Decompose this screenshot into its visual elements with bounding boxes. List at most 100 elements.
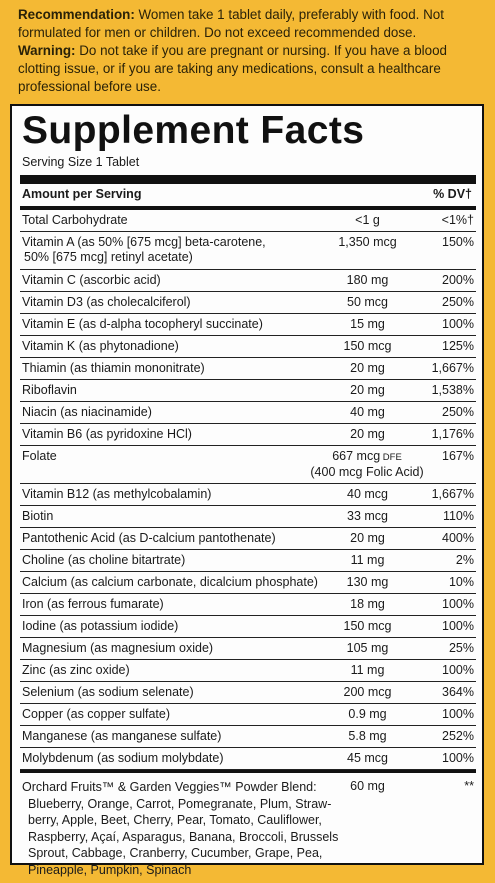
nutrient-dv: 150% [442,235,474,249]
nutrient-table: Total Carbohydrate <1 g <1%† Vitamin A (as … [12,210,482,883]
nutrient-row: Vitamin E (as d-alpha tocopheryl succina… [20,314,476,336]
nutrient-dv: 250% [442,405,474,419]
nutrient-name: Vitamin K (as phytonadione) [22,339,322,354]
nutrient-amount: 20 mg [320,531,415,546]
nutrient-amount: 40 mcg [320,487,415,502]
nutrient-name: Vitamin B6 (as pyridoxine HCl) [22,427,322,442]
nutrient-row: Vitamin B6 (as pyridoxine HCl) 20 mg 1,176… [20,424,476,446]
powder-blend-row: Orchard Fruits™ & Garden Veggies™ Powder… [20,773,476,883]
warning-label: Warning: [18,43,76,58]
nutrient-row: Total Carbohydrate <1 g <1%† [20,210,476,232]
amount-value: 0.9 mg [348,707,387,721]
nutrient-row: Molybdenum (as sodium molybdate) 45 mcg 10… [20,748,476,770]
nutrient-name-line: Total Carbohydrate [22,213,128,227]
nutrient-dv: 100% [442,751,474,765]
nutrient-dv: 1,667% [431,361,474,375]
nutrient-dv: 110% [442,509,474,523]
nutrient-name-line: Folate [22,449,57,463]
amount-value: 18 mg [350,597,385,611]
nutrient-name: Vitamin C (ascorbic acid) [22,273,322,288]
nutrient-row: Thiamin (as thiamin mononitrate) 20 mg 1,6… [20,358,476,380]
nutrient-name-line: Molybdenum (as sodium molybdate) [22,751,224,765]
top-band [0,0,495,104]
amount-value: 45 mcg [347,751,388,765]
nutrient-name-line: Vitamin B6 (as pyridoxine HCl) [22,427,192,441]
nutrient-dv: 100% [442,597,474,611]
nutrient-amount: 15 mg [320,317,415,332]
amount-value: 20 mg [350,383,385,397]
nutrient-dv: 250% [442,295,474,309]
nutrient-dv: 252% [442,729,474,743]
nutrient-amount: <1 g [320,213,415,228]
directions-text: Recommendation: Women take 1 tablet dail… [18,6,483,96]
nutrient-amount: 105 mg [320,641,415,656]
nutrient-name-line: Choline (as choline bitartrate) [22,553,186,567]
nutrient-row: Copper (as copper sulfate) 0.9 mg 100% [20,704,476,726]
amount-value: 667 mcg [332,449,381,463]
nutrient-dv: 1,667% [431,487,474,501]
nutrient-amount: 20 mg [320,361,415,376]
nutrient-amount: 130 mg [320,575,415,590]
nutrient-name: Vitamin B12 (as methylcobalamin) [22,487,322,502]
nutrient-name: Zinc (as zinc oxide) [22,663,322,678]
amount-value: 180 mg [346,273,389,287]
divider-thick [20,769,476,773]
nutrient-name: Biotin [22,509,322,524]
blend-line: Sprout, Cabbage, Cranberry, Cucumber, Gr… [28,846,323,860]
nutrient-dv: 1,176% [431,427,474,441]
nutrient-dv: 100% [442,663,474,677]
amount-value: 33 mcg [347,509,388,523]
nutrient-row: Manganese (as manganese sulfate) 5.8 mg 25… [20,726,476,748]
amount-value: 40 mg [350,405,385,419]
nutrient-name: Choline (as choline bitartrate) [22,553,322,568]
amount-unit: DFE [380,452,402,463]
nutrient-name-line: Vitamin E (as d-alpha tocopheryl succina… [22,317,263,331]
nutrient-row: Selenium (as sodium selenate) 200 mcg 364% [20,682,476,704]
nutrient-name-line: Pantothenic Acid (as D-calcium pantothen… [22,531,276,545]
blend-line: berry, Apple, Beet, Cherry, Pear, Tomato… [28,813,322,827]
nutrient-row: Biotin 33 mcg 110% [20,506,476,528]
nutrient-row: Folate 667 mcg DFE (400 mcg Folic Acid) 167… [20,446,476,484]
divider-header [20,206,476,210]
nutrient-dv: 200% [442,273,474,287]
nutrient-name: Folate [22,449,322,464]
amount-value: 200 mcg [343,685,392,699]
nutrient-name-line: Copper (as copper sulfate) [22,707,170,721]
nutrient-row: Vitamin D3 (as cholecalciferol) 50 mcg 250… [20,292,476,314]
amount-value: 50 mcg [347,295,388,309]
nutrient-amount: 11 mg [320,663,415,678]
blend-dv: ** [464,779,474,793]
nutrient-row: Vitamin B12 (as methylcobalamin) 40 mcg 1,… [20,484,476,506]
nutrient-name: Pantothenic Acid (as D-calcium pantothen… [22,531,322,546]
nutrient-name: Calcium (as calcium carbonate, dicalcium… [22,575,322,590]
nutrient-name-line: Riboflavin [22,383,77,397]
blend-line: Raspberry, Açaí, Asparagus, Banana, Broc… [28,829,339,844]
nutrient-name-line: Vitamin K (as phytonadione) [22,339,179,353]
nutrient-name-line: Calcium (as calcium carbonate, dicalcium… [22,575,318,589]
nutrient-dv: 25% [448,641,474,655]
nutrient-row: Iron (as ferrous fumarate) 18 mg 100% [20,594,476,616]
nutrient-amount: 11 mg [320,553,415,568]
blend-line: Orchard Fruits™ & Garden Veggies™ Powder… [22,780,317,794]
nutrient-name: Riboflavin [22,383,322,398]
nutrient-amount: 150 mcg [320,339,415,354]
nutrient-amount: 180 mg [320,273,415,288]
nutrient-name-line: Biotin [22,509,54,523]
nutrient-name: Iron (as ferrous fumarate) [22,597,322,612]
amount-value: 20 mg [350,361,385,375]
amount-value: 20 mg [350,427,385,441]
nutrient-amount: 1,350 mcg [320,235,415,250]
amount-value: 105 mg [346,641,389,655]
recommendation-label: Recommendation: [18,7,135,22]
warning-text: Do not take if you are pregnant or nursi… [18,43,447,94]
nutrient-name-line: Niacin (as niacinamide) [22,405,152,419]
nutrient-name: Total Carbohydrate [22,213,322,228]
nutrient-amount: 18 mg [320,597,415,612]
nutrient-amount: 200 mcg [320,685,415,700]
nutrient-row: Iodine (as potassium iodide) 150 mcg 100% [20,616,476,638]
blend-amount: 60 mg [350,779,385,793]
amount-value: 1,350 mcg [338,235,397,249]
nutrient-row: Niacin (as niacinamide) 40 mg 250% [20,402,476,424]
nutrient-name: Molybdenum (as sodium molybdate) [22,751,322,766]
nutrient-name-line: Selenium (as sodium selenate) [22,685,194,699]
